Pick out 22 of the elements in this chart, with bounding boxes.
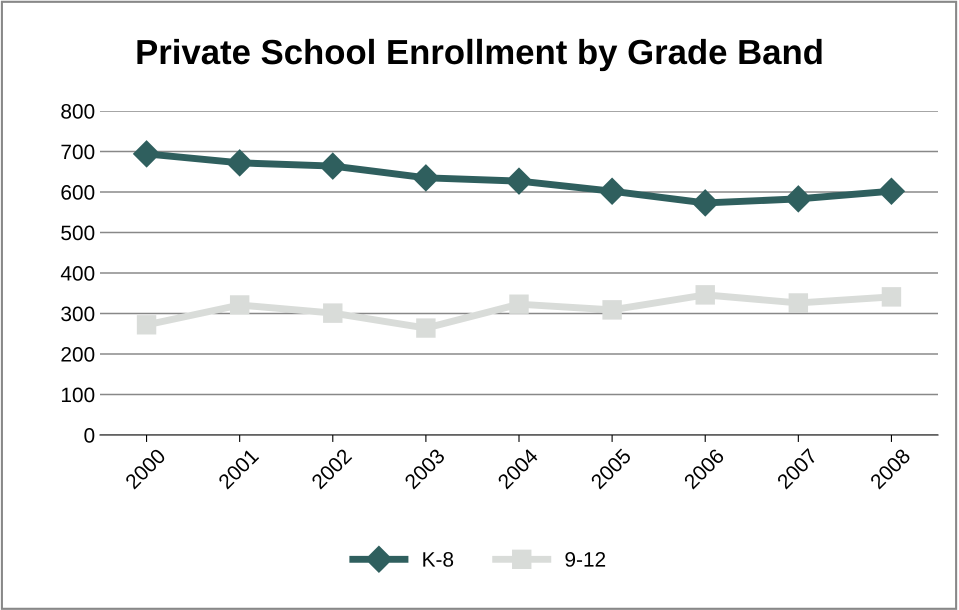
point bbox=[696, 285, 715, 305]
y-tick-label: 200 bbox=[61, 347, 94, 362]
chart-title: Private School Enrollment by Grade Band bbox=[137, 38, 822, 72]
point bbox=[598, 178, 626, 205]
y-tick-label: 600 bbox=[61, 185, 94, 200]
point bbox=[416, 318, 436, 338]
point bbox=[602, 300, 622, 320]
y-tick-label: 700 bbox=[61, 144, 94, 160]
point bbox=[509, 294, 529, 314]
y-tick-label: 0 bbox=[84, 428, 94, 443]
point bbox=[230, 295, 250, 315]
y-tick-label: 500 bbox=[61, 226, 94, 240]
point bbox=[882, 287, 902, 307]
point bbox=[788, 293, 808, 313]
y-tick-label: 800 bbox=[61, 104, 94, 119]
y-tick-label: 300 bbox=[61, 306, 94, 322]
legend-label: 9-12 bbox=[565, 552, 606, 567]
legend-label: K-8 bbox=[423, 552, 454, 567]
point bbox=[136, 315, 156, 335]
y-tick-label: 100 bbox=[62, 388, 94, 402]
point bbox=[323, 303, 342, 323]
y-tick-label: 400 bbox=[60, 266, 94, 281]
